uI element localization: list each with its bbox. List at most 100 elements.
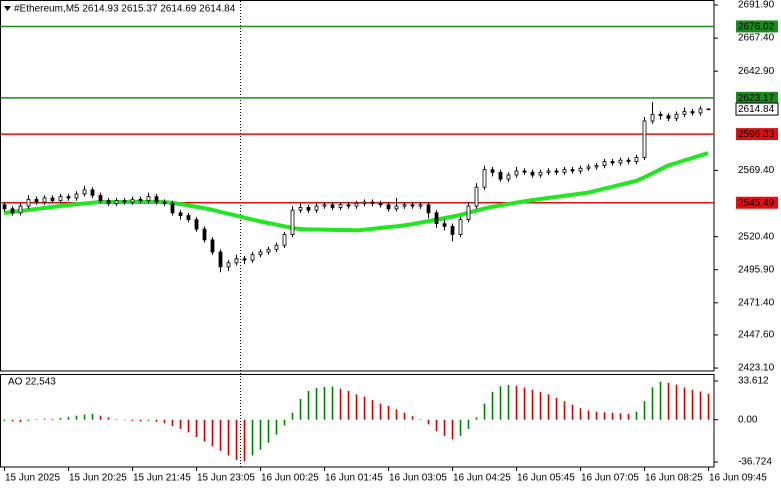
candle-body [234, 258, 239, 264]
candle-body [138, 198, 143, 202]
x-tick-label: 15 Jun 21:45 [133, 473, 191, 484]
candle-body [178, 212, 183, 216]
price-tag [735, 102, 779, 116]
candle-body [514, 170, 519, 176]
level-label: 2545.49 [738, 198, 775, 209]
candle-body [82, 189, 87, 195]
price-panel [0, 0, 715, 372]
x-tick-label: 16 Jun 05:45 [517, 473, 575, 484]
candle-body [378, 202, 383, 206]
candle-body [34, 198, 39, 203]
candle-body [578, 167, 583, 172]
price-label: 2614.84 [738, 104, 775, 115]
candle-body [562, 169, 567, 173]
candle-body [466, 205, 471, 221]
candle-body [386, 204, 391, 210]
candle-body [314, 205, 319, 211]
candle-body [706, 108, 711, 111]
level-tag [736, 128, 778, 141]
x-tick-label: 16 Jun 04:25 [453, 473, 511, 484]
x-tick-label: 16 Jun 08:25 [645, 473, 703, 484]
candle-body [594, 165, 599, 168]
candle-body [530, 171, 535, 176]
candle-body [658, 113, 663, 117]
y-tick-label: 2447.60 [738, 330, 775, 341]
candle-body [42, 197, 47, 203]
y-tick-label: 2691.90 [738, 0, 775, 11]
candle-body [194, 219, 199, 230]
candle-body [186, 215, 191, 221]
candle-body [690, 111, 695, 114]
candle-body [346, 204, 351, 207]
dropdown-icon[interactable] [4, 6, 11, 11]
candle-body [2, 204, 7, 210]
candle-body [698, 108, 703, 114]
candle-body [18, 205, 23, 214]
level-tag [736, 196, 778, 209]
candle-body [274, 244, 279, 250]
candle-body [458, 219, 463, 235]
x-tick-label: 15 Jun 23:05 [197, 473, 255, 484]
candle-body [610, 161, 615, 164]
candle-body [146, 196, 151, 202]
candle-body [26, 198, 31, 207]
candle-body [242, 258, 247, 261]
candle-body [170, 202, 175, 214]
candle-body [634, 157, 639, 162]
candle-body [426, 204, 431, 214]
candle-body [90, 189, 95, 196]
y-tick-label: 2471.40 [738, 297, 775, 308]
y-tick-label: -36.724 [738, 457, 772, 468]
candle-body [490, 169, 495, 173]
x-tick-label: 16 Jun 01:45 [325, 473, 383, 484]
candle-body [74, 193, 79, 199]
candle-body [650, 113, 655, 122]
candle-body [586, 166, 591, 169]
candle-body [618, 159, 623, 164]
level-label: 2676.02 [738, 22, 775, 33]
candle-body [666, 115, 671, 119]
x-tick-label: 16 Jun 07:05 [581, 473, 639, 484]
candle-body [298, 207, 303, 211]
x-tick-label: 16 Jun 03:05 [389, 473, 447, 484]
candle-body [130, 198, 135, 203]
candle-body [202, 228, 207, 241]
candle-body [98, 194, 103, 202]
candle-body [226, 262, 231, 268]
candle-body [106, 200, 111, 204]
candle-body [498, 171, 503, 180]
candle-body [626, 159, 631, 162]
candle-body [442, 223, 447, 227]
level-tag [736, 20, 778, 33]
candle-body [322, 204, 327, 207]
x-tick-label: 16 Jun 09:45 [709, 473, 767, 484]
indicator-panel [0, 374, 715, 468]
candle-body [50, 197, 55, 202]
candle-body [306, 207, 311, 211]
level-label: 2623.17 [738, 93, 775, 104]
candle-body [122, 200, 127, 203]
candle-body [474, 186, 479, 207]
candle-body [154, 196, 159, 203]
x-tick-label: 15 Jun 2025 [5, 473, 60, 484]
candle-body [394, 205, 399, 210]
candle-body [418, 204, 423, 207]
candle-body [58, 196, 63, 202]
candle-body [506, 174, 511, 180]
candle-body [410, 204, 415, 207]
candle-body [218, 251, 223, 268]
candle-body [370, 201, 375, 204]
candle-body [522, 170, 527, 173]
candle-body [546, 170, 551, 173]
candle-body [338, 204, 343, 208]
x-tick-label: 16 Jun 00:25 [261, 473, 319, 484]
y-tick-label: 0.00 [738, 414, 758, 425]
candle-body [290, 209, 295, 235]
candle-body [570, 169, 575, 172]
y-tick-label: 2667.40 [738, 33, 775, 44]
candle-body [538, 171, 543, 176]
y-tick-label: 2495.90 [738, 264, 775, 275]
y-tick-label: 33.612 [738, 376, 769, 387]
candle-body [402, 204, 407, 207]
